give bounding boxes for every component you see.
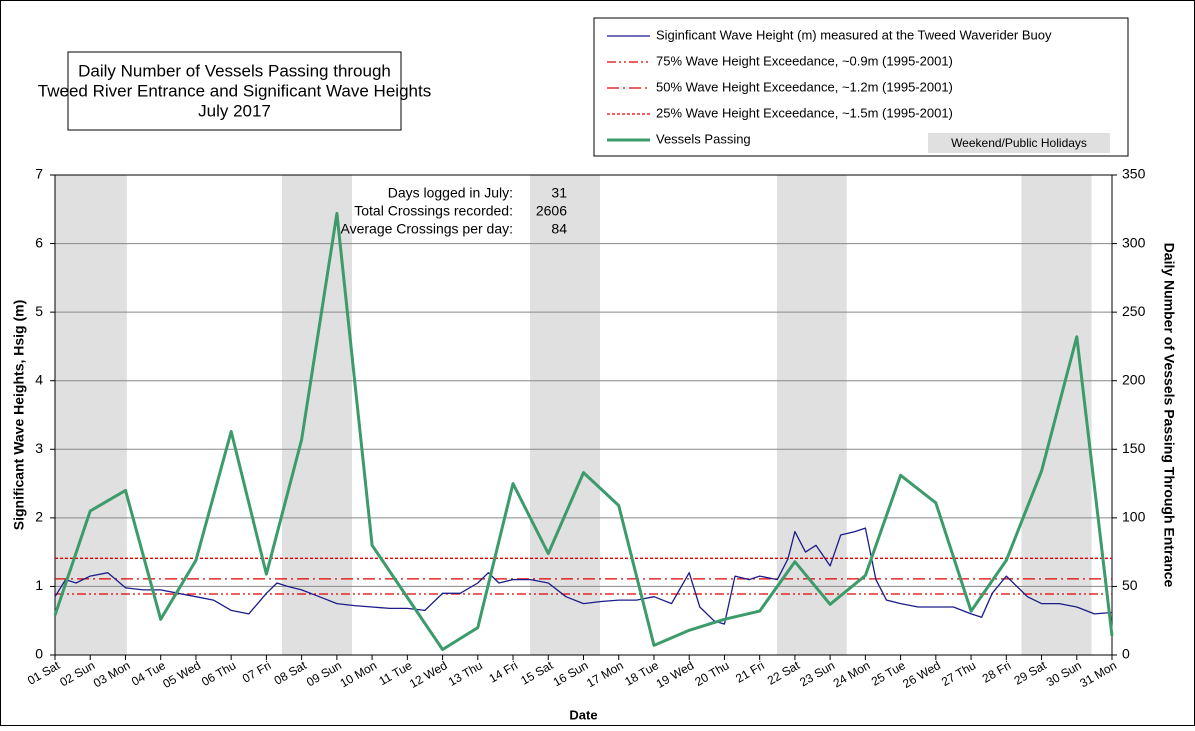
y-tick-label: 0	[35, 646, 43, 662]
y2-tick-label: 50	[1122, 577, 1138, 593]
y-tick-label: 2	[35, 509, 43, 525]
y2-tick-label: 0	[1122, 646, 1130, 662]
y2-tick-label: 300	[1122, 234, 1146, 250]
weekend-shade	[776, 175, 847, 655]
plot-border	[54, 174, 1113, 656]
chart-title: July 2017	[198, 101, 271, 120]
legend-label: 25% Wave Height Exceedance, ~1.5m (1995-…	[656, 105, 953, 120]
x-axis-title: Date	[569, 707, 597, 722]
legend-shade-swatch	[928, 133, 1110, 153]
y-tick-label: 1	[35, 577, 43, 593]
y-tick-label: 6	[35, 234, 43, 250]
y2-axis-title: Daily Number of Vessels Passing Through …	[1161, 243, 1177, 588]
stat-value: 31	[551, 185, 567, 201]
weekend-shade	[529, 175, 601, 655]
stat-label: Average Crossings per day:	[341, 221, 514, 237]
legend-label: 75% Wave Height Exceedance, ~0.9m (1995-…	[656, 53, 953, 68]
chart-title: Daily Number of Vessels Passing through	[78, 61, 391, 80]
series-line	[54, 527, 1113, 625]
legend-label: Siginficant Wave Height (m) measured at …	[656, 27, 1052, 42]
stat-label: Total Crossings recorded:	[354, 203, 513, 219]
y-axis-title: Significant Wave Heights, Hsig (m)	[11, 300, 27, 531]
legend-label: 50% Wave Height Exceedance, ~1.2m (1995-…	[656, 79, 953, 94]
y-tick-label: 3	[35, 440, 43, 456]
y-tick-label: 4	[35, 371, 43, 387]
y2-tick-label: 350	[1122, 166, 1146, 182]
stat-label: Days logged in July:	[388, 185, 513, 201]
chart-title: Tweed River Entrance and Significant Wav…	[38, 81, 431, 100]
data-layer	[53, 211, 1114, 651]
title-box	[67, 51, 402, 131]
stat-value: 2606	[536, 203, 567, 219]
y2-tick-label: 200	[1122, 371, 1146, 387]
stat-value: 84	[551, 221, 567, 237]
y-tick-label: 5	[35, 303, 43, 319]
legend-label: Weekend/Public Holidays	[951, 136, 1087, 150]
weekend-shade	[55, 175, 127, 655]
y2-tick-label: 250	[1122, 303, 1146, 319]
grid-layer	[50, 174, 1117, 660]
legend-label: Vessels Passing	[656, 131, 751, 146]
series-line	[53, 211, 1114, 651]
y2-tick-label: 150	[1122, 440, 1146, 456]
y2-tick-label: 100	[1122, 509, 1146, 525]
shading-layer	[55, 175, 1092, 655]
y-tick-label: 7	[35, 166, 43, 182]
